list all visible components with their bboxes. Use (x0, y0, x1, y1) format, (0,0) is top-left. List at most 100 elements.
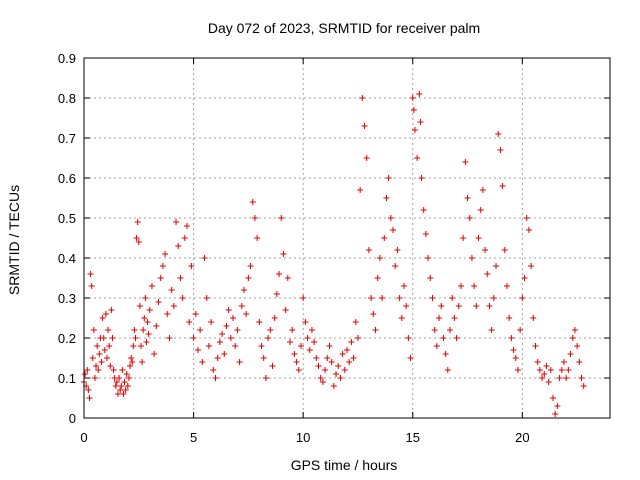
data-point (350, 355, 357, 361)
data-point (146, 307, 153, 313)
data-point (105, 327, 112, 333)
data-point (139, 359, 146, 365)
data-point (499, 183, 506, 189)
data-point (324, 355, 331, 361)
data-point (121, 379, 128, 385)
data-point (258, 343, 265, 349)
data-point (188, 263, 195, 269)
data-point (128, 355, 135, 361)
chart-title: Day 072 of 2023, SRMTID for receiver pal… (208, 20, 480, 36)
data-point (127, 363, 134, 369)
data-point (117, 387, 124, 393)
data-point (464, 195, 471, 201)
y-tick-label: 0 (69, 411, 76, 426)
y-tick-label: 0.5 (58, 211, 76, 226)
data-point (479, 187, 486, 193)
data-point (223, 323, 230, 329)
data-point (194, 347, 201, 353)
data-point (417, 119, 424, 125)
data-point (151, 351, 158, 357)
data-point (276, 271, 283, 277)
data-point (422, 231, 429, 237)
data-point (394, 247, 401, 253)
data-point (444, 367, 451, 373)
data-point (457, 283, 464, 289)
data-point (501, 247, 508, 253)
data-point (214, 355, 221, 361)
data-point (482, 247, 489, 253)
data-point (145, 331, 152, 337)
data-point (462, 159, 469, 165)
data-point (337, 375, 344, 381)
data-point (201, 255, 208, 261)
data-point (396, 295, 403, 301)
data-point (400, 283, 407, 289)
data-point (254, 235, 261, 241)
data-point (212, 375, 219, 381)
data-point (122, 387, 129, 393)
data-point (104, 355, 111, 361)
data-point (101, 347, 108, 353)
data-point (488, 327, 495, 333)
data-point (528, 263, 535, 269)
data-point (490, 295, 497, 301)
data-point (300, 295, 307, 301)
x-tick-label: 10 (296, 430, 310, 445)
data-point (291, 351, 298, 357)
data-point (539, 375, 546, 381)
data-point (477, 207, 484, 213)
x-tick-label: 5 (190, 430, 197, 445)
data-point (102, 311, 109, 317)
data-point (136, 303, 143, 309)
y-tick-label: 0.1 (58, 371, 76, 386)
data-point (192, 311, 199, 317)
data-point (475, 235, 482, 241)
data-point (90, 327, 97, 333)
data-point (374, 275, 381, 281)
data-point (346, 359, 353, 365)
data-point (534, 359, 541, 365)
data-point (106, 343, 113, 349)
data-point (84, 367, 91, 373)
data-point (308, 327, 315, 333)
data-point (295, 367, 302, 373)
data-point (91, 375, 98, 381)
data-point (370, 311, 377, 317)
plot-frame (83, 57, 611, 419)
data-point (119, 367, 126, 373)
x-tick-label: 0 (80, 430, 87, 445)
data-point (440, 335, 447, 341)
y-axis-label: SRMTID / TECUs (6, 185, 22, 295)
data-point (486, 303, 493, 309)
data-point (137, 343, 144, 349)
data-point (197, 327, 204, 333)
data-point (273, 291, 280, 297)
data-points (81, 91, 587, 417)
data-point (249, 199, 256, 205)
data-point (315, 363, 322, 369)
data-point (123, 371, 130, 377)
data-point (359, 95, 366, 101)
data-point (530, 315, 537, 321)
data-point (260, 355, 267, 361)
data-point (179, 295, 186, 301)
data-point (525, 227, 532, 233)
data-point (297, 343, 304, 349)
x-tick-label: 15 (406, 430, 420, 445)
data-point (181, 235, 188, 241)
data-point (416, 91, 423, 97)
data-point (547, 367, 554, 373)
data-point (271, 315, 278, 321)
data-point (93, 363, 100, 369)
data-point (170, 303, 177, 309)
data-point (550, 395, 557, 401)
data-point (116, 375, 123, 381)
data-point (567, 351, 574, 357)
data-point (289, 327, 296, 333)
data-point (357, 187, 364, 193)
data-point (87, 271, 94, 277)
data-point (376, 255, 383, 261)
data-point (313, 355, 320, 361)
data-point (269, 363, 276, 369)
data-point (565, 367, 572, 373)
